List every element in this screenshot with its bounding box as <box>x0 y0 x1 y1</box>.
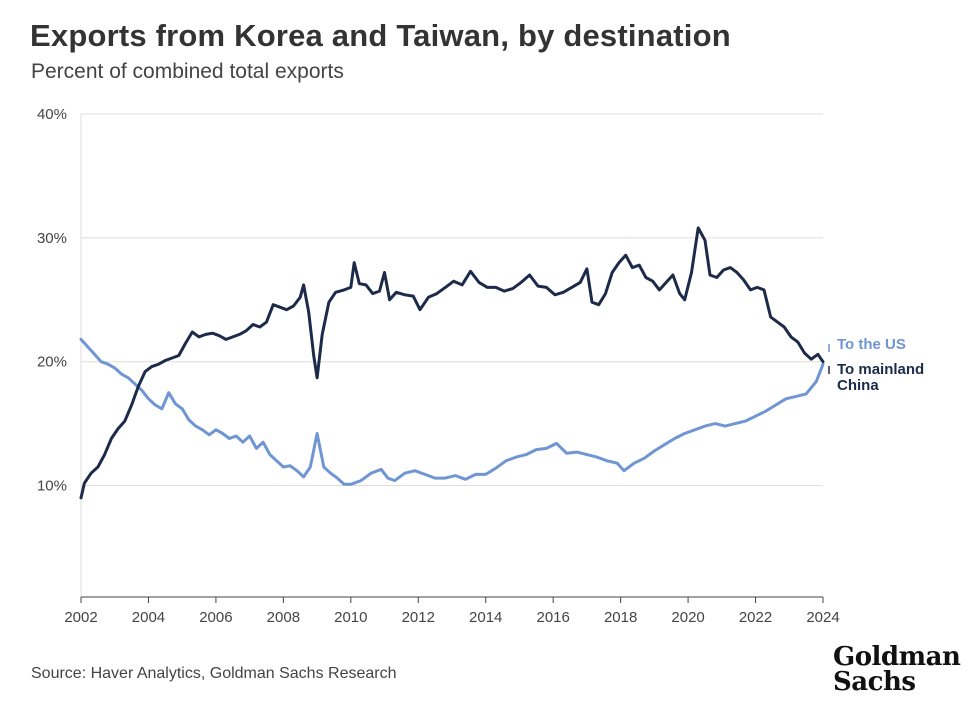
x-tick-label: 2024 <box>806 609 839 626</box>
y-tick-label: 40% <box>37 106 67 123</box>
x-tick-label: 2016 <box>536 609 569 626</box>
x-tick-label: 2014 <box>469 609 502 626</box>
series-label-china-line2: China <box>837 377 879 394</box>
y-tick-label: 30% <box>37 230 67 247</box>
series-line-us <box>79 337 825 486</box>
series-line-china <box>79 226 825 500</box>
logo-line-1: Goldman <box>833 642 961 672</box>
x-tick-label: 2020 <box>671 609 704 626</box>
axes: 10% 20% 30% 40% 2002 2004 2006 2008 2010 2012 2014… <box>37 106 840 626</box>
x-tick-label: 2006 <box>199 609 232 626</box>
chart-title: Exports from Korea and Taiwan, by destin… <box>30 18 731 53</box>
y-tick-label: 20% <box>37 354 67 371</box>
logo-line-2: Sachs <box>833 667 916 697</box>
source-note: Source: Haver Analytics, Goldman Sachs R… <box>31 665 397 682</box>
y-tick-label: 10% <box>37 478 67 495</box>
goldman-sachs-logo: Goldman Sachs <box>833 642 961 697</box>
series-lines <box>79 226 825 500</box>
grid-lines <box>81 113 823 487</box>
x-tick-label: 2002 <box>64 609 97 626</box>
x-tick-label: 2008 <box>267 609 300 626</box>
chart-subtitle: Percent of combined total exports <box>31 60 344 83</box>
x-tick-label: 2012 <box>402 609 435 626</box>
x-tick-label: 2010 <box>334 609 367 626</box>
series-label-china-line1: To mainland <box>837 361 924 378</box>
x-tick-label: 2004 <box>132 609 165 626</box>
x-tick-label: 2018 <box>604 609 637 626</box>
x-tick-label: 2022 <box>739 609 772 626</box>
series-label-us: To the US <box>837 336 906 353</box>
